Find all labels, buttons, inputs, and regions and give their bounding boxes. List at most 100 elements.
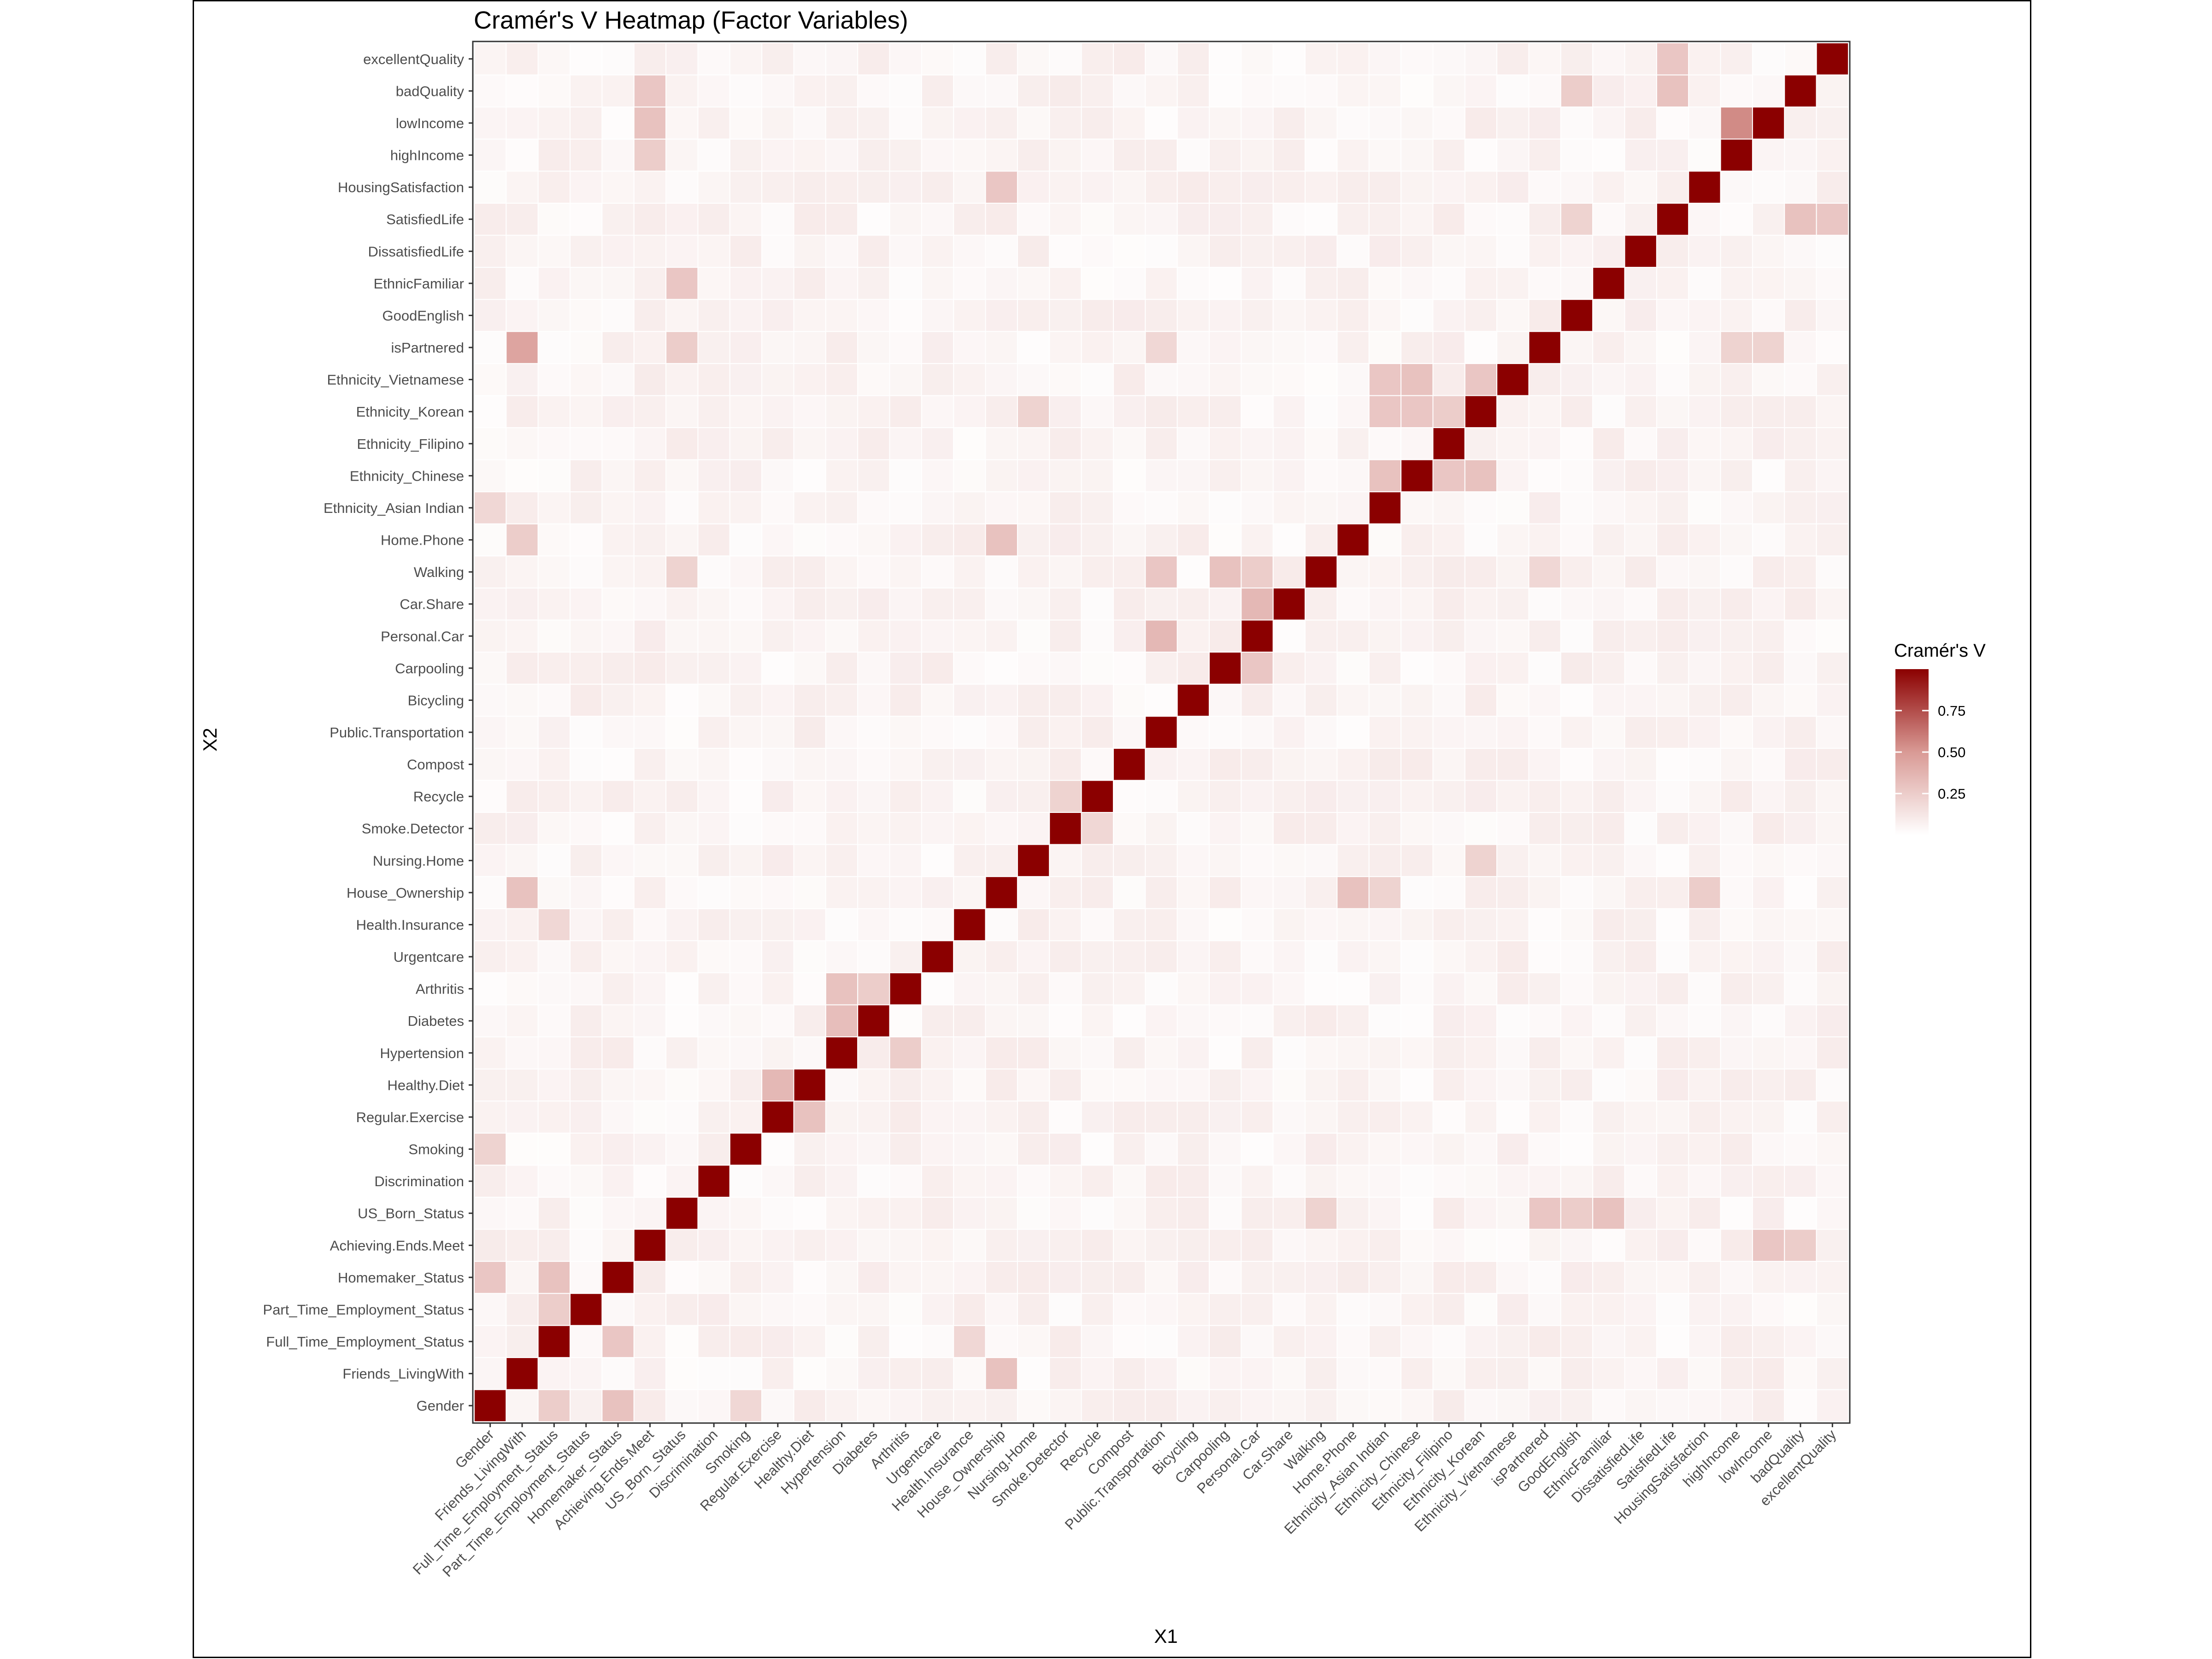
heatmap-cell xyxy=(665,395,699,428)
heatmap-cell xyxy=(570,138,603,172)
heatmap-cell xyxy=(1784,427,1817,460)
heatmap-cell xyxy=(537,459,571,493)
heatmap-cell xyxy=(1528,1325,1561,1358)
heatmap-cell xyxy=(1112,1036,1146,1070)
heatmap-cell xyxy=(1592,74,1625,108)
heatmap-cell xyxy=(1528,459,1561,493)
heatmap-cell xyxy=(474,1132,507,1166)
heatmap-cell xyxy=(793,1325,826,1358)
heatmap-cell xyxy=(1336,171,1370,204)
y-tick-label: Healthy.Diet xyxy=(387,1077,464,1093)
heatmap-cell xyxy=(601,812,635,845)
heatmap-cell xyxy=(1209,844,1242,877)
heatmap-cell xyxy=(1688,523,1721,557)
heatmap-cell xyxy=(1592,683,1625,717)
heatmap-cell xyxy=(953,1261,986,1294)
heatmap-cell xyxy=(953,972,986,1006)
heatmap-cell xyxy=(857,1068,890,1102)
heatmap-cell xyxy=(1336,1165,1370,1198)
heatmap-cell xyxy=(1816,1004,1849,1038)
heatmap-cell xyxy=(1432,331,1465,364)
heatmap-cell xyxy=(825,683,859,717)
heatmap-cell xyxy=(1688,363,1721,396)
heatmap-cell xyxy=(537,747,571,781)
heatmap-cell xyxy=(633,1100,667,1134)
heatmap-cell xyxy=(1624,331,1657,364)
heatmap-cell xyxy=(825,812,859,845)
heatmap-cell xyxy=(1145,395,1178,428)
heatmap-cell xyxy=(1752,459,1785,493)
heatmap-cell xyxy=(1368,491,1402,524)
heatmap-cell xyxy=(665,716,699,749)
y-tick-label: excellentQuality xyxy=(363,51,464,67)
heatmap-cell xyxy=(506,652,539,685)
heatmap-cell xyxy=(1368,363,1402,396)
heatmap-cell xyxy=(1368,876,1402,909)
heatmap-cell xyxy=(1272,427,1306,460)
heatmap-cell xyxy=(1305,1357,1338,1390)
heatmap-cell xyxy=(474,267,507,300)
heatmap-cell xyxy=(1049,555,1082,588)
heatmap-cell xyxy=(1528,202,1561,236)
heatmap-cell xyxy=(1272,1132,1306,1166)
heatmap-cell xyxy=(474,1293,507,1326)
heatmap-cell xyxy=(697,1196,730,1230)
heatmap-cell xyxy=(793,427,826,460)
heatmap-cell xyxy=(1081,1261,1114,1294)
heatmap-cell xyxy=(1784,587,1817,621)
heatmap-cell xyxy=(1241,1293,1274,1326)
heatmap-cell xyxy=(1816,619,1849,653)
heatmap-cell xyxy=(633,876,667,909)
heatmap-cell xyxy=(1432,267,1465,300)
heatmap-cell xyxy=(889,427,922,460)
heatmap-cell xyxy=(1049,1229,1082,1262)
heatmap-cell xyxy=(1432,1036,1465,1070)
heatmap-cell xyxy=(506,42,539,76)
heatmap-cell xyxy=(1592,908,1625,941)
heatmap-cell xyxy=(1049,491,1082,524)
heatmap-cell xyxy=(1017,619,1050,653)
heatmap-cell xyxy=(1209,171,1242,204)
heatmap-cell xyxy=(506,1196,539,1230)
heatmap-cell xyxy=(1209,523,1242,557)
heatmap-cell xyxy=(537,587,571,621)
heatmap-cell xyxy=(1368,555,1402,588)
heatmap-cell xyxy=(665,1004,699,1038)
heatmap-cell xyxy=(889,1100,922,1134)
heatmap-cell xyxy=(1081,1165,1114,1198)
heatmap-cell xyxy=(793,972,826,1006)
heatmap-cell xyxy=(1656,331,1689,364)
heatmap-cell xyxy=(1464,427,1498,460)
heatmap-cell xyxy=(1816,395,1849,428)
heatmap-cell xyxy=(953,940,986,973)
heatmap-cell xyxy=(1177,42,1210,76)
heatmap-cell xyxy=(1464,395,1498,428)
heatmap-cell xyxy=(570,652,603,685)
heatmap-cell xyxy=(825,171,859,204)
heatmap-cell xyxy=(729,1293,763,1326)
heatmap-cell xyxy=(889,940,922,973)
heatmap-cell xyxy=(1624,1004,1657,1038)
heatmap-cell xyxy=(1688,652,1721,685)
heatmap-cell xyxy=(1496,1004,1530,1038)
heatmap-cell xyxy=(1752,202,1785,236)
heatmap-cell xyxy=(953,1100,986,1134)
heatmap-cell xyxy=(1752,1100,1785,1134)
heatmap-cell xyxy=(1528,299,1561,332)
heatmap-cell xyxy=(665,652,699,685)
heatmap-cell xyxy=(1656,812,1689,845)
heatmap-cell xyxy=(761,491,794,524)
heatmap-cell xyxy=(1752,555,1785,588)
heatmap-cell xyxy=(729,940,763,973)
heatmap-cell xyxy=(570,619,603,653)
heatmap-cell xyxy=(1784,1261,1817,1294)
heatmap-cell xyxy=(1560,619,1594,653)
heatmap-cell xyxy=(1624,523,1657,557)
heatmap-cell xyxy=(1592,1132,1625,1166)
heatmap-cell xyxy=(921,1132,954,1166)
heatmap-cell xyxy=(985,1357,1018,1390)
heatmap-cell xyxy=(570,876,603,909)
heatmap-cell xyxy=(1400,523,1434,557)
heatmap-cell xyxy=(1528,363,1561,396)
heatmap-cell xyxy=(1816,1036,1849,1070)
